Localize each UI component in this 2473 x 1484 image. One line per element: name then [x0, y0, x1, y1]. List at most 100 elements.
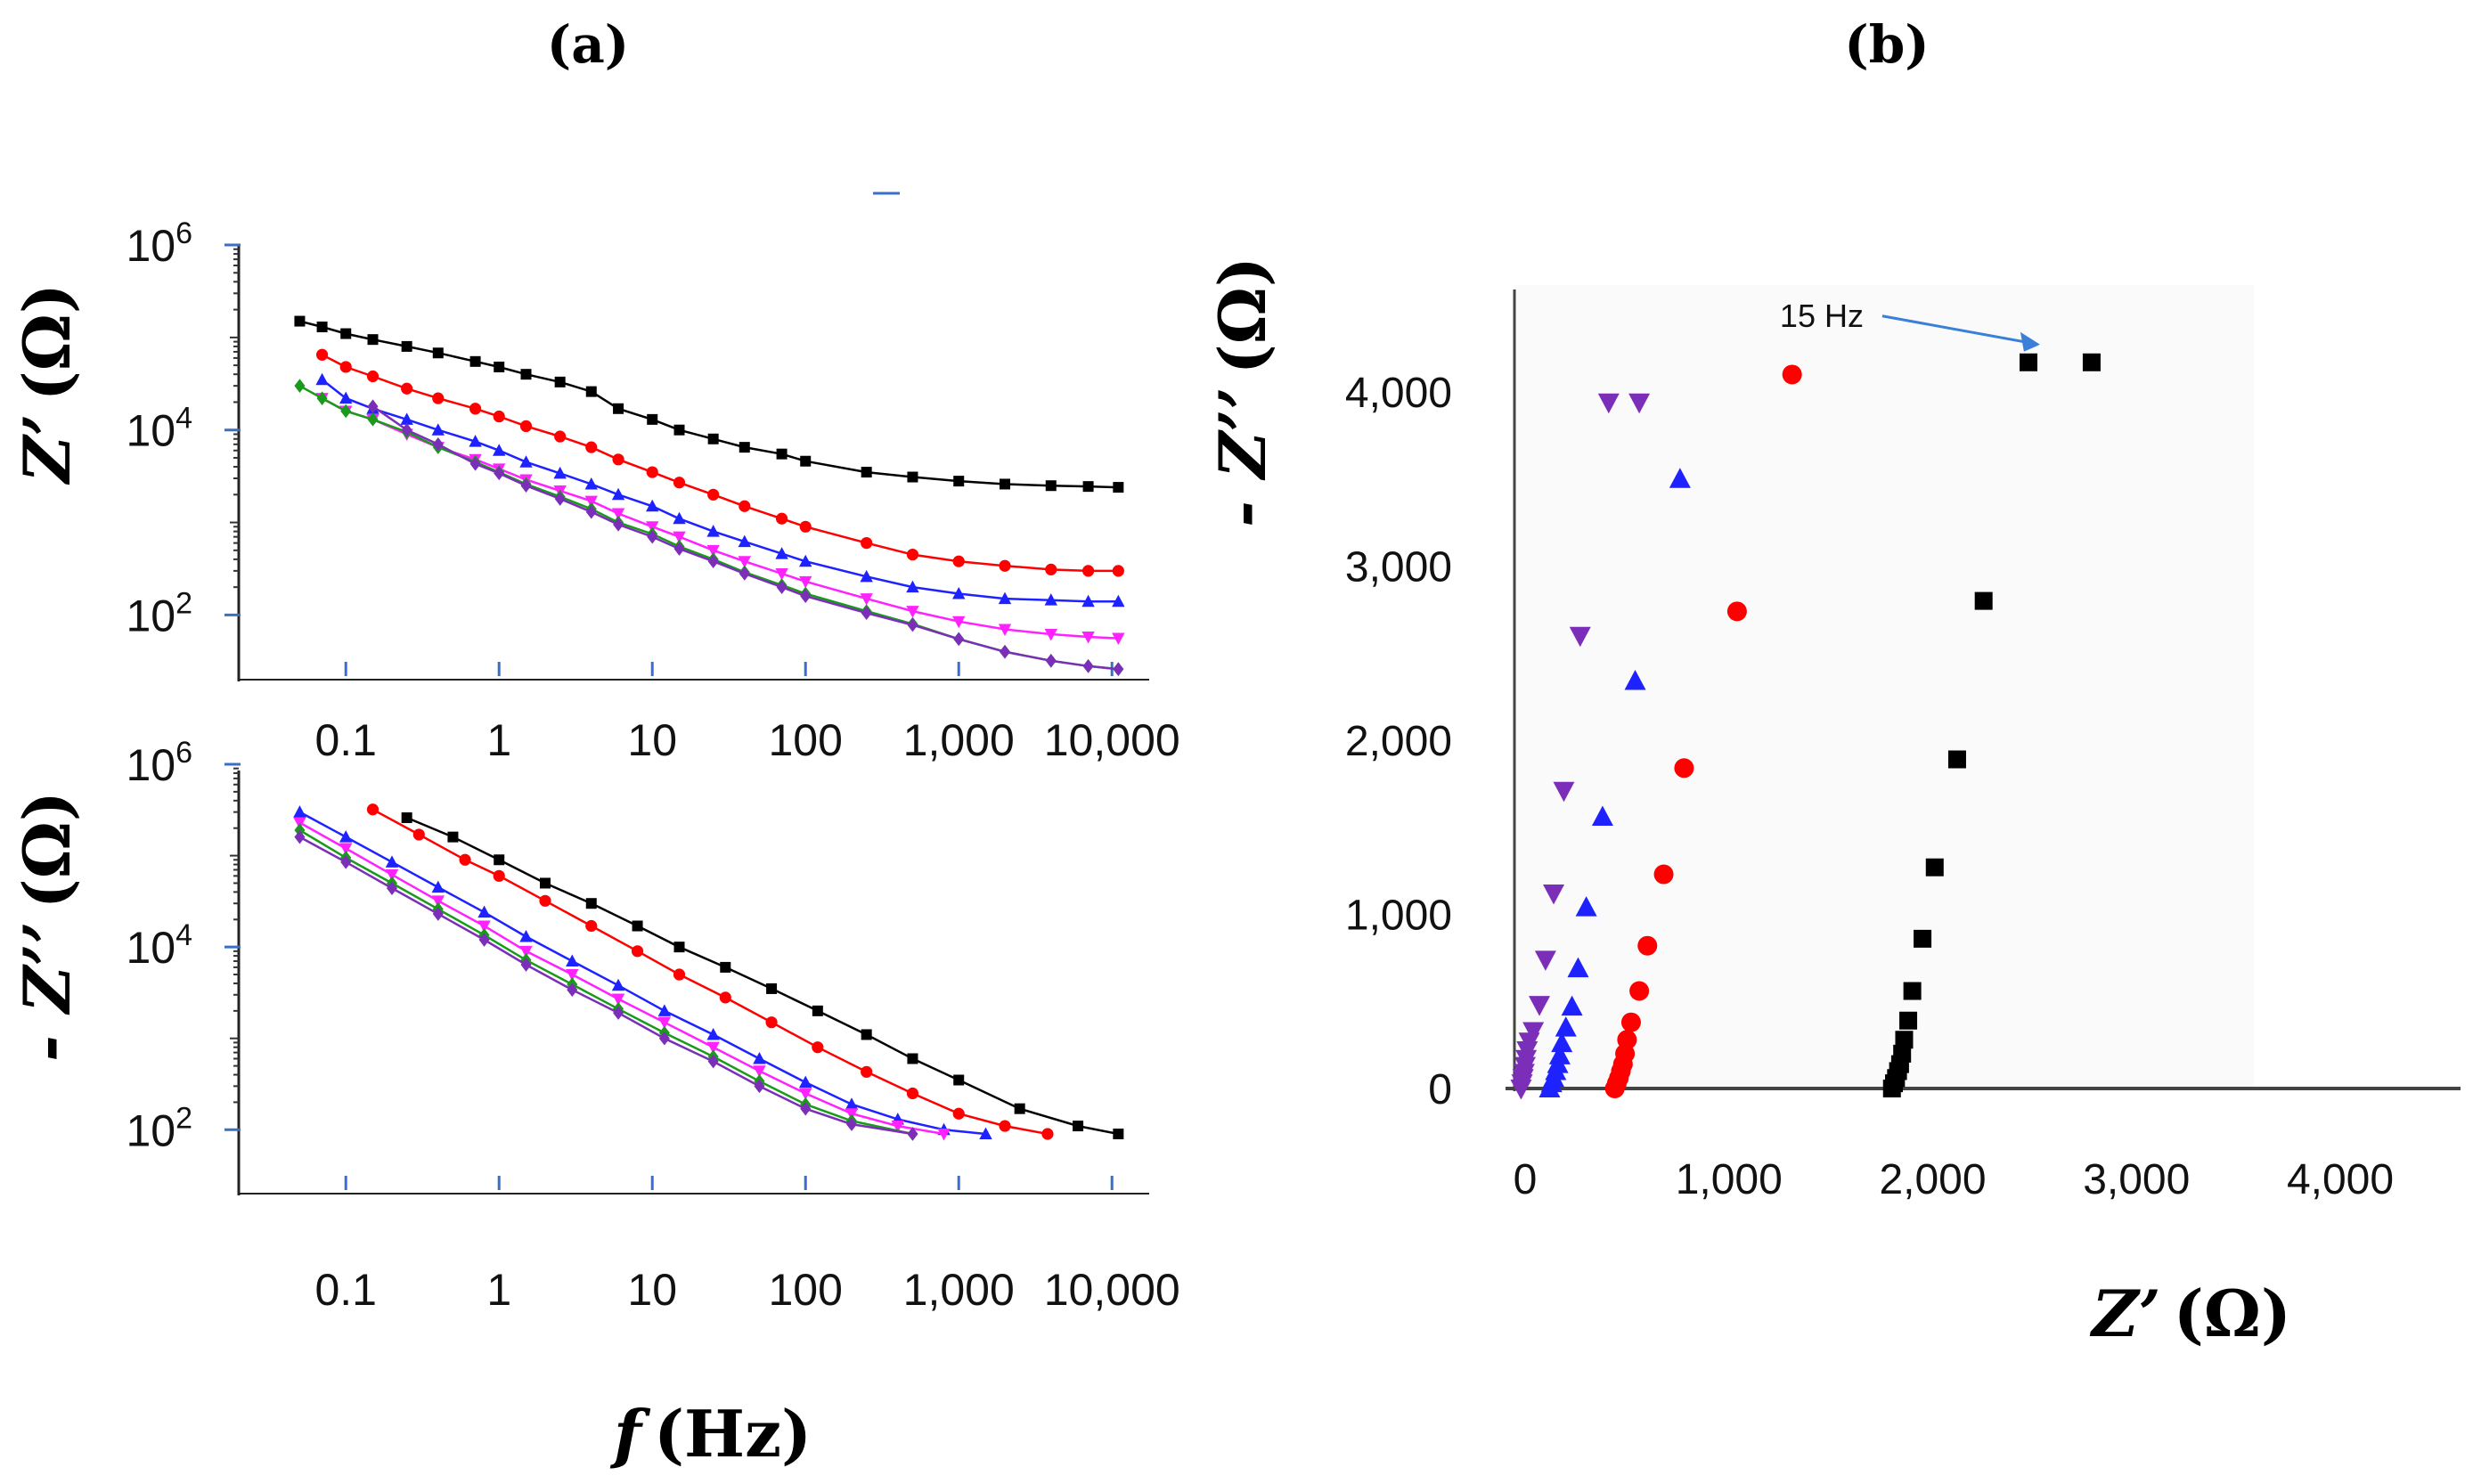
y-ticks-a-bottom: 102 104 106 [126, 736, 241, 1155]
data-point-magenta [1044, 628, 1057, 641]
series-line-red [371, 808, 1049, 1136]
data-point-red [612, 453, 624, 466]
data-point-black [1895, 1031, 1914, 1049]
x-axis-title-unit-a-bottom: (Hz) [654, 1396, 812, 1472]
data-point-black [673, 942, 685, 953]
data-point-red [1112, 565, 1124, 577]
data-point-black [1914, 929, 1932, 948]
series-group-a-bottom [293, 803, 1124, 1141]
data-point-blue [431, 423, 445, 436]
data-point-black [585, 898, 597, 909]
data-point-black [907, 1053, 918, 1064]
data-point-blue [611, 978, 625, 991]
data-point-green [316, 391, 328, 405]
data-point-black [613, 403, 624, 414]
data-point-magenta [891, 1121, 904, 1133]
data-point-red [412, 828, 425, 841]
data-point-magenta [1081, 631, 1095, 644]
data-point-black [316, 322, 328, 333]
data-point-black [554, 376, 566, 387]
data-point-blue [1575, 896, 1597, 917]
data-point-purple [432, 436, 444, 452]
x-axis-title-a-bottom: f (Hz) [609, 1396, 812, 1472]
data-point-green [367, 412, 379, 427]
data-point-purple [294, 829, 306, 844]
data-point-red [493, 869, 505, 882]
data-point-purple [1515, 1049, 1538, 1071]
data-point-green [340, 404, 352, 419]
data-point-magenta [706, 544, 720, 558]
data-point-purple [739, 567, 750, 581]
data-point-purple [1113, 662, 1124, 676]
data-point-red [339, 361, 352, 373]
data-point-red [812, 1041, 824, 1054]
data-point-purple [861, 606, 872, 621]
data-point-black [540, 877, 551, 889]
data-point-magenta [998, 624, 1012, 636]
x-tick-label: 1,000 [903, 1265, 1015, 1315]
data-point-purple [1569, 626, 1591, 648]
data-point-purple [554, 492, 566, 506]
data-point-blue [657, 1004, 672, 1016]
data-point-red [401, 382, 413, 395]
data-point-black [294, 315, 306, 327]
y-axis-title-unit-a-bottom: (Ω) [9, 791, 85, 909]
series-line-red [322, 354, 1119, 573]
data-point-blue [493, 444, 506, 456]
data-point-magenta [657, 1016, 672, 1030]
y-tick-label: 104 [126, 402, 192, 456]
data-point-blue [906, 580, 919, 593]
data-point-black [647, 413, 658, 425]
data-point-purple [1000, 644, 1010, 659]
data-point-red [906, 1087, 919, 1100]
data-point-purple [647, 529, 658, 544]
data-point-purple [800, 1101, 812, 1116]
data-point-purple [585, 504, 597, 519]
data-point-black [800, 455, 812, 467]
data-point-red [673, 968, 686, 981]
data-point-purple [800, 589, 812, 604]
data-point-purple [658, 1031, 670, 1046]
data-point-blue [1081, 594, 1095, 607]
data-point-purple [776, 580, 788, 594]
series-line-green [298, 828, 913, 1136]
data-point-purple [520, 478, 532, 493]
data-point-black [585, 386, 597, 397]
y-axis-title-a-bottom: - Z’’ (Ω) [9, 791, 85, 1062]
data-point-red [554, 430, 567, 443]
data-point-black [520, 369, 532, 380]
data-point-blue [519, 455, 533, 468]
data-point-blue [646, 499, 659, 512]
data-point-black [401, 340, 412, 352]
data-point-purple [567, 983, 578, 998]
data-point-magenta [584, 495, 598, 509]
data-point-purple [1553, 781, 1575, 803]
y-tick-label: 106 [126, 216, 192, 271]
data-point-red [999, 559, 1011, 572]
data-point-black [907, 471, 918, 483]
data-point-black [1045, 480, 1057, 492]
y-minor-ticks-a-top [230, 248, 239, 616]
data-point-blue [611, 487, 625, 501]
y-tick-label: 0 [1428, 1066, 1452, 1113]
data-point-magenta [477, 920, 491, 934]
data-point-red [719, 991, 731, 1004]
data-point-blue [998, 591, 1012, 605]
data-point-blue [799, 554, 812, 567]
x-tick-label: 1,000 [1676, 1156, 1783, 1203]
data-point-red [539, 894, 551, 907]
data-point-black [1893, 1044, 1912, 1063]
x-tick-label: 1 [486, 1265, 511, 1315]
data-point-blue [673, 511, 686, 525]
data-point-blue [1044, 593, 1057, 606]
data-point-red [585, 441, 598, 453]
y-tick-label: 1,000 [1345, 893, 1452, 940]
data-point-black [2082, 353, 2101, 371]
series-line-purple [298, 836, 913, 1136]
data-point-blue [979, 1127, 992, 1139]
data-point-magenta [339, 843, 353, 855]
data-point-black [953, 476, 965, 487]
data-point-black [340, 328, 352, 339]
data-point-red [519, 420, 533, 433]
